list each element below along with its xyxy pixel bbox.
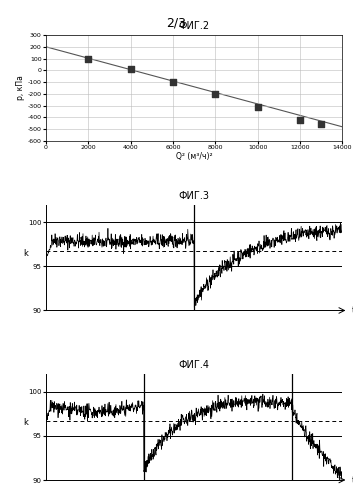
- Y-axis label: k: k: [23, 248, 28, 258]
- Title: ФИГ.3: ФИГ.3: [179, 191, 210, 201]
- Y-axis label: k: k: [23, 418, 28, 427]
- Y-axis label: р, кПа: р, кПа: [16, 76, 25, 100]
- Point: [85, 54, 91, 62]
- Point: [128, 65, 133, 73]
- Text: t: t: [351, 476, 353, 484]
- Title: ФИГ.4: ФИГ.4: [179, 360, 210, 370]
- Point: [170, 78, 176, 86]
- Point: [318, 120, 324, 128]
- Title: ФИГ.2: ФИГ.2: [179, 22, 210, 32]
- Point: [297, 116, 303, 124]
- Point: [255, 103, 261, 111]
- X-axis label: Q² (м³/ч)²: Q² (м³/ч)²: [176, 152, 213, 160]
- Point: [213, 90, 218, 98]
- Text: t: t: [351, 306, 353, 315]
- Text: 2/3: 2/3: [167, 16, 186, 29]
